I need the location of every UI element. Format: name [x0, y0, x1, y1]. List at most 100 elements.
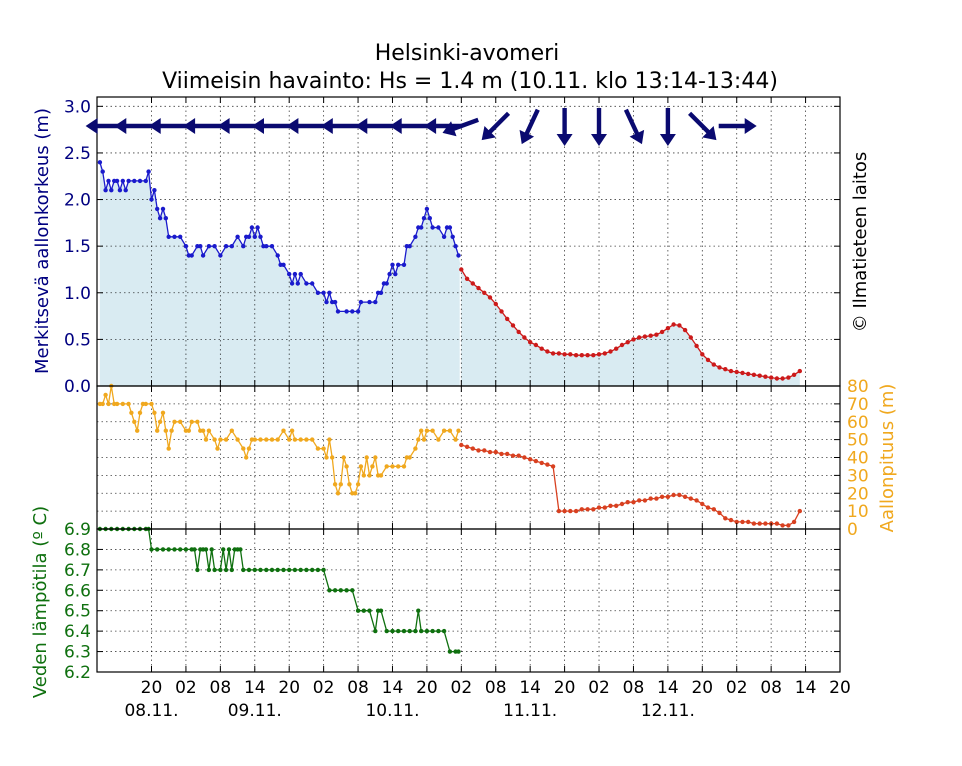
wave-length-observed-point: [152, 410, 157, 415]
water-temperature-observed-point: [172, 547, 177, 552]
wave-length-forecast-point: [654, 496, 659, 501]
wave-height-forecast-point: [780, 376, 785, 381]
x-date-label: 10.11.: [365, 701, 419, 721]
wave-height-forecast-point: [470, 281, 475, 286]
water-temperature-observed-point: [258, 567, 263, 573]
wave-length-tick-label: 70: [847, 395, 869, 415]
arrow-shape: [389, 118, 428, 134]
wave-length-observed-point: [324, 455, 329, 460]
water-temperature-observed-point: [203, 547, 209, 552]
wave-length-forecast-point: [505, 451, 510, 457]
arrow-shape: [556, 108, 573, 146]
wave-height-forecast-point: [556, 351, 562, 356]
arrow-shape: [442, 117, 479, 137]
wave-height-forecast-point: [550, 351, 556, 356]
wave-height-forecast-point: [654, 332, 659, 337]
wave-height-observed-point: [427, 216, 432, 221]
wave-height-observed-point: [235, 234, 240, 239]
wave-height-forecast-point: [769, 375, 774, 380]
wave-height-forecast-point: [763, 374, 768, 379]
water-temperature-observed-point: [192, 547, 197, 552]
water-temperature-observed-point: [419, 628, 424, 634]
arrow-shape: [252, 118, 290, 134]
water-temperature-observed-point: [310, 567, 315, 573]
wave-height-observed-point: [252, 234, 257, 239]
wave-height-observed-point: [413, 234, 418, 239]
wave-length-axis-title: Aallonpituus (m): [877, 384, 898, 533]
wave-height-area: [99, 162, 800, 386]
wave-length-forecast-point: [791, 519, 797, 525]
wave-length-observed-point: [413, 446, 418, 451]
wave-length-observed-point: [298, 437, 303, 442]
wave-direction-arrow: [389, 118, 428, 134]
wave-length-forecast-point: [459, 442, 464, 448]
wave-length-observed-point: [289, 428, 295, 433]
water-temperature-observed-point: [281, 567, 286, 573]
wave-length-observed-point: [246, 446, 252, 451]
wave-length-tick-label: 0: [847, 520, 858, 540]
x-tick-label: 14: [382, 678, 404, 698]
wave-length-forecast-point: [539, 460, 544, 466]
wave-height-observed-point: [126, 178, 131, 184]
arrow-shape: [183, 118, 222, 134]
wave-height-forecast-point: [717, 365, 722, 370]
wave-height-observed-point: [450, 234, 455, 239]
water-temperature-tick-label: 6.2: [64, 663, 91, 683]
wave-direction-arrow: [519, 108, 540, 145]
wave-height-observed-point: [424, 206, 430, 212]
wave-length-observed-point: [396, 464, 401, 469]
wave-length-observed-point: [100, 401, 105, 407]
wave-length-observed-point: [186, 428, 191, 433]
wave-length-forecast-point: [631, 500, 636, 505]
wave-height-forecast-point: [602, 351, 607, 356]
wave-length-observed-point: [120, 401, 126, 407]
arrow-shape: [688, 111, 717, 141]
x-tick-label: 02: [726, 678, 748, 698]
wave-length-forecast-point: [493, 449, 498, 455]
wave-length-observed-point: [218, 437, 223, 442]
wave-length-observed-point: [335, 491, 341, 496]
wave-length-observed-point: [364, 455, 369, 460]
wave-length-tick-label: 80: [847, 377, 869, 397]
wave-length-observed-point: [401, 464, 407, 469]
wave-length-observed-point: [169, 428, 174, 433]
wave-length-observed-point: [244, 455, 249, 460]
water-temperature-tick-label: 6.5: [64, 602, 91, 622]
wave-height-observed-point: [447, 225, 453, 230]
water-temperature-observed-point: [218, 567, 223, 573]
wave-length-forecast-point: [757, 521, 762, 526]
wave-length-observed-point: [149, 401, 154, 407]
wave-height-forecast-point: [516, 329, 521, 335]
wave-height-observed-point: [378, 290, 384, 295]
wave-length-forecast-point: [723, 516, 728, 521]
water-temperature-observed-point: [252, 567, 257, 573]
wave-height-observed-point: [315, 290, 321, 295]
water-temperature-observed-point: [407, 628, 412, 634]
wave-length-tick-label: 40: [847, 449, 869, 469]
arrow-shape: [591, 108, 607, 146]
wave-height-forecast-point: [723, 367, 728, 372]
water-temperature-observed-point: [160, 547, 166, 552]
wave-length-observed-point: [160, 410, 166, 415]
water-temperature-observed-point: [166, 547, 171, 552]
wave-height-forecast-point: [619, 342, 625, 348]
wave-height-forecast-point: [591, 353, 596, 358]
wave-direction-arrow: [183, 118, 222, 134]
wave-height-observed-point: [100, 169, 105, 174]
wave-height-tick-label: 0.5: [64, 330, 91, 350]
wave-height-observed-point: [198, 244, 203, 249]
wave-length-observed-point: [155, 428, 160, 433]
wave-length-observed-point: [200, 428, 206, 433]
water-temperature-observed-point: [206, 567, 212, 573]
wave-length-observed-point: [390, 464, 395, 469]
wave-length-forecast-point: [700, 501, 705, 507]
water-temperature-observed-point: [378, 608, 384, 613]
wave-height-forecast-point: [711, 362, 716, 367]
wave-height-observed-point: [132, 178, 137, 184]
water-temperature-observed-point: [456, 649, 461, 654]
arrow-shape: [718, 118, 757, 134]
wave-height-observed-point: [292, 271, 298, 277]
wave-length-observed-point: [203, 437, 209, 442]
wave-height-observed-point: [421, 216, 427, 221]
wave-length-observed-point: [361, 473, 366, 478]
